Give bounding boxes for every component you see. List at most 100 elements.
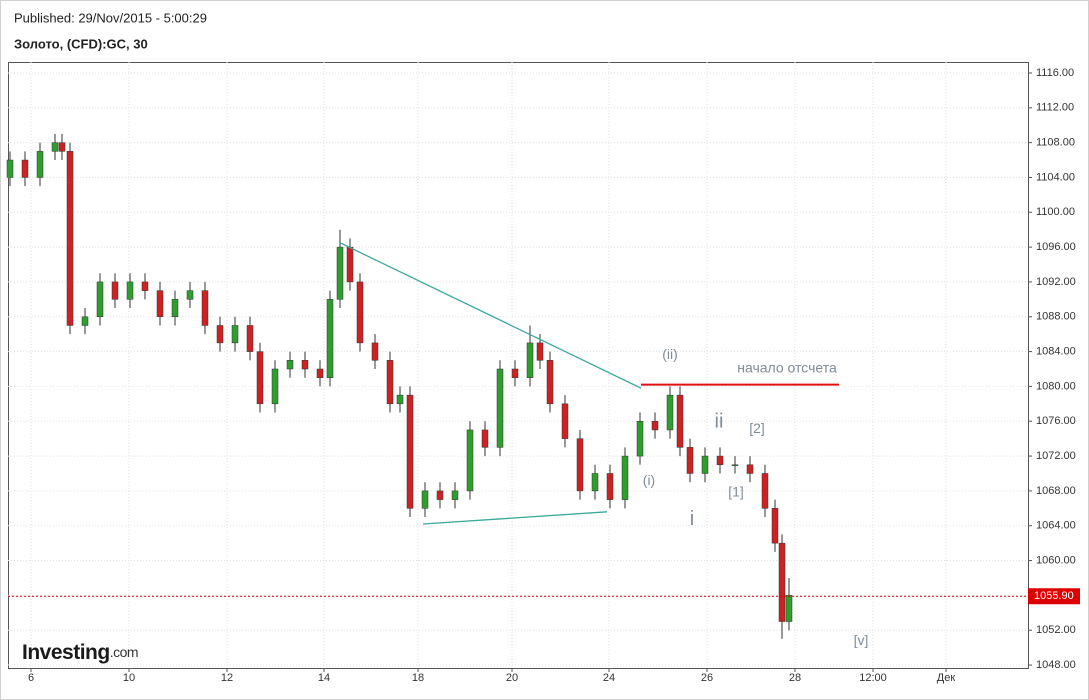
candle-body [396,394,404,405]
candle-body [621,455,629,500]
candle-body [771,508,779,544]
wave-label: (i) [643,472,655,488]
y-tick-label: 1076.00 [1036,415,1076,427]
y-tick-label: 1100.00 [1036,206,1075,218]
candle-body [451,490,459,500]
wave-label: [1] [728,483,744,499]
candle-body [371,342,379,361]
candle-body [536,342,544,361]
candle-body [81,316,89,326]
plot-border [8,62,1029,669]
candle-body [785,595,793,622]
candle-body [66,151,74,326]
logo: Investing.com [22,641,138,664]
candle-body [286,360,294,370]
wave-label: начало отсчета [737,360,837,376]
wave-label: [2] [749,420,765,436]
candle-body [301,360,309,370]
candle-body [171,299,179,318]
candle-body [21,159,29,178]
wave-label: (ii) [662,346,678,362]
candle-body [466,429,474,492]
candle-body [511,368,519,378]
candle-body [546,360,554,405]
y-tick-label: 1084.00 [1036,345,1076,357]
candle-body [326,299,334,378]
candle-body [201,290,209,326]
wave-label: i [690,508,694,530]
y-tick-label: 1108.00 [1036,137,1075,149]
x-tick-label: 24 [603,672,615,684]
x-tick-label: 28 [789,672,801,684]
candle-body [126,281,134,300]
y-tick-label: 1048.00 [1036,659,1076,671]
candle-body [36,151,44,178]
candle-body [111,281,119,300]
last-price-label: 1055.90 [1034,590,1074,602]
candle-body [386,360,394,405]
candle-body [271,368,279,405]
candle-body [561,403,569,439]
candle-body [256,351,264,405]
logo-name: Investing [22,641,110,664]
x-tick-label: 6 [28,672,34,684]
wave-label: ii [715,410,724,432]
y-tick-label: 1088.00 [1036,311,1076,323]
last-price-box [1028,588,1080,605]
symbol: Золото, (CFD):GC, 30 [14,36,148,51]
candle-body [216,325,224,344]
candle-body [436,490,444,500]
candle-body [186,290,194,300]
y-tick-label: 1060.00 [1036,554,1076,566]
x-tick-label: 20 [506,672,518,684]
candle-body [96,281,104,318]
candle-body [651,420,659,431]
logo-suffix: .com [110,644,138,660]
candle-body [701,455,709,474]
y-tick-label: 1104.00 [1036,171,1075,183]
x-tick-label: 18 [412,672,424,684]
candle-body [231,325,239,344]
candle-body [246,325,254,352]
x-tick-label: 10 [123,672,135,684]
y-tick-label: 1116.00 [1036,67,1074,79]
candle-body [761,473,769,509]
candle-body [746,464,754,474]
y-tick-label: 1112.00 [1036,102,1074,114]
candle-body [356,281,364,344]
candle-body [58,142,66,152]
x-tick-label: 14 [318,672,330,684]
trendline [339,242,642,389]
y-tick-label: 1092.00 [1036,276,1076,288]
candle-body [336,246,344,300]
candle-body [51,142,59,152]
y-tick-label: 1052.00 [1036,624,1076,636]
published: Published: 29/Nov/2015 - 5:00:29 [14,10,207,25]
y-tick-label: 1072.00 [1036,450,1076,462]
candle-body [481,429,489,448]
candle-body [731,464,739,467]
candle-body [576,438,584,492]
candle-body [421,490,429,509]
candle-body [496,368,504,448]
y-tick-label: 1064.00 [1036,520,1076,532]
candle-body [316,368,324,378]
y-tick-label: 1096.00 [1036,241,1076,253]
candle-body [141,281,149,291]
y-tick-label: 1080.00 [1036,380,1076,392]
candle-body [716,455,724,466]
y-tick-label: 1068.00 [1036,485,1076,497]
candle-body [666,394,674,431]
wave-label: [v] [854,632,869,648]
candle-body [346,246,354,283]
plot: 1048.001052.001056.001060.001064.001068.… [6,62,1080,684]
trendline [422,511,608,525]
candle-body [686,447,694,474]
candle-body [406,394,414,509]
candle-body [6,159,14,178]
candle-body [591,473,599,492]
candle-body [156,290,164,318]
